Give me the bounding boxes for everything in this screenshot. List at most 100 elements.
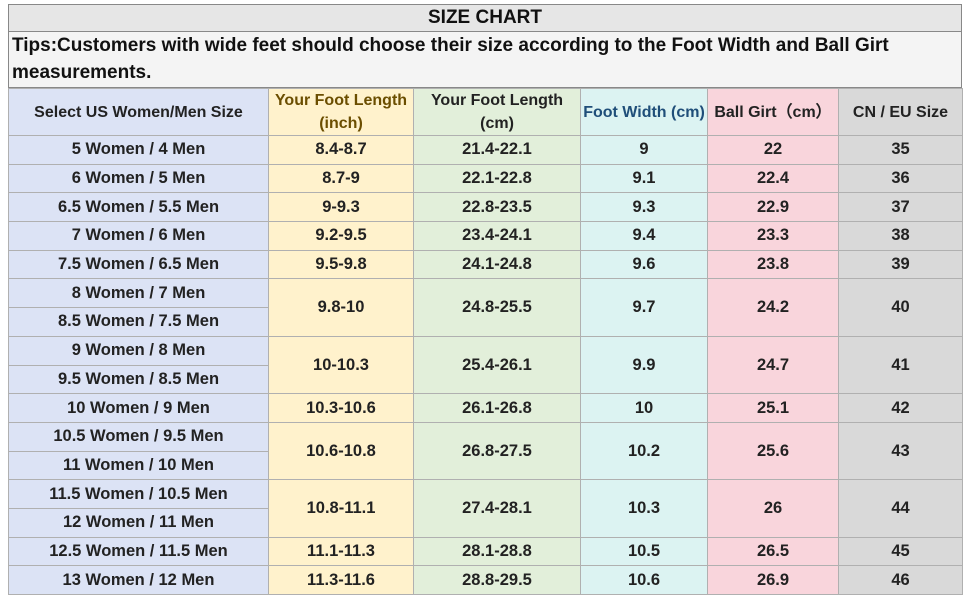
measure-cell: 9.1 — [580, 163, 708, 194]
measure-cell: 25.1 — [707, 393, 839, 423]
measure-cell: 22.9 — [707, 192, 839, 223]
measure-cell: 37 — [838, 192, 963, 223]
measure-cell: 28.1-28.8 — [413, 536, 581, 567]
size-cell: 8 Women / 7 Men — [8, 278, 269, 309]
size-cell: 11.5 Women / 10.5 Men — [8, 479, 269, 509]
measure-cell: 24.1-24.8 — [413, 249, 581, 280]
measure-cell: 24.2 — [707, 278, 839, 337]
measure-cell: 22.4 — [707, 163, 839, 194]
measure-cell: 36 — [838, 163, 963, 194]
measure-cell: 10.2 — [580, 421, 708, 481]
size-cell: 10 Women / 9 Men — [8, 393, 269, 423]
measure-cell: 24.7 — [707, 335, 839, 395]
measure-cell: 9.6 — [580, 249, 708, 280]
measure-cell: 23.4-24.1 — [413, 221, 581, 251]
measure-cell: 25.6 — [707, 421, 839, 481]
column-header: Your Foot Length (inch) — [268, 88, 414, 136]
measure-cell: 26.5 — [707, 536, 839, 567]
measure-cell: 9 — [580, 135, 708, 165]
size-cell: 6.5 Women / 5.5 Men — [8, 192, 269, 223]
measure-cell: 45 — [838, 536, 963, 567]
measure-cell: 10.8-11.1 — [268, 479, 414, 538]
measure-cell: 10.6 — [580, 565, 708, 595]
size-cell: 7 Women / 6 Men — [8, 221, 269, 251]
size-cell: 9.5 Women / 8.5 Men — [8, 364, 269, 395]
table-row: 10.5 Women / 9.5 Men 10.6-10.8 26.8-27.5 10… — [8, 421, 963, 481]
measure-cell: 44 — [838, 479, 963, 538]
table-row: 11.5 Women / 10.5 Men 10.8-11.1 27.4-28.1 1… — [8, 479, 963, 538]
measure-cell: 8.7-9 — [268, 163, 414, 194]
table-row: 9 Women / 8 Men 10-10.3 25.4-26.1 9.9 24.7 41 — [8, 335, 963, 395]
measure-cell: 26.9 — [707, 565, 839, 595]
measure-cell: 10.3-10.6 — [268, 393, 414, 423]
measure-cell: 10.3 — [580, 479, 708, 538]
size-cell: 8.5 Women / 7.5 Men — [8, 307, 269, 337]
measure-cell: 11.3-11.6 — [268, 565, 414, 595]
table-row: 7 Women / 6 Men 9.2-9.5 23.4-24.1 9.4 23.3 38 — [8, 221, 963, 251]
table-row: 13 Women / 12 Men 11.3-11.6 28.8-29.5 10.6 2… — [8, 565, 963, 595]
table-row: 9.5 Women / 8.5 Men — [8, 364, 963, 395]
measure-cell: 9.2-9.5 — [268, 221, 414, 251]
measure-cell: 40 — [838, 278, 963, 337]
table-row: 10 Women / 9 Men 10.3-10.6 26.1-26.8 10 25.1… — [8, 393, 963, 423]
measure-cell: 23.8 — [707, 249, 839, 280]
size-cell: 7.5 Women / 6.5 Men — [8, 249, 269, 280]
column-header: Ball Girt（cm） — [707, 88, 839, 136]
column-header: Your Foot Length (cm) — [413, 88, 581, 136]
measure-cell: 10.6-10.8 — [268, 421, 414, 481]
measure-cell: 10 — [580, 393, 708, 423]
measure-cell: 38 — [838, 221, 963, 251]
size-cell: 6 Women / 5 Men — [8, 163, 269, 194]
measure-cell: 9.4 — [580, 221, 708, 251]
size-cell: 11 Women / 10 Men — [8, 450, 269, 481]
measure-cell: 26.1-26.8 — [413, 393, 581, 423]
measure-cell: 27.4-28.1 — [413, 479, 581, 538]
measure-cell: 22.8-23.5 — [413, 192, 581, 223]
table-row: 7.5 Women / 6.5 Men 9.5-9.8 24.1-24.8 9.6 23… — [8, 249, 963, 280]
title: SIZE CHART — [8, 4, 962, 32]
size-cell: 10.5 Women / 9.5 Men — [8, 421, 269, 452]
measure-cell: 22.1-22.8 — [413, 163, 581, 194]
size-cell: 12 Women / 11 Men — [8, 507, 269, 538]
measure-cell: 26.8-27.5 — [413, 421, 581, 481]
table-row: 6.5 Women / 5.5 Men 9-9.3 22.8-23.5 9.3 22.9… — [8, 192, 963, 223]
measure-cell: 9.9 — [580, 335, 708, 395]
measure-cell: 25.4-26.1 — [413, 335, 581, 395]
measure-cell: 23.3 — [707, 221, 839, 251]
measure-cell: 9.8-10 — [268, 278, 414, 337]
measure-cell: 10.5 — [580, 536, 708, 567]
size-cell: 13 Women / 12 Men — [8, 565, 269, 595]
size-chart: SIZE CHART Tips:Customers with wide feet… — [8, 4, 963, 595]
measure-cell: 11.1-11.3 — [268, 536, 414, 567]
measure-cell: 42 — [838, 393, 963, 423]
measure-cell: 10-10.3 — [268, 335, 414, 395]
tips: Tips:Customers with wide feet should cho… — [8, 32, 962, 88]
measure-cell: 22 — [707, 135, 839, 165]
measure-cell: 46 — [838, 565, 963, 595]
measure-cell: 24.8-25.5 — [413, 278, 581, 337]
column-header: Select US Women/Men Size — [8, 88, 269, 136]
measure-cell: 39 — [838, 249, 963, 280]
column-header: CN / EU Size — [838, 88, 963, 136]
size-cell: 5 Women / 4 Men — [8, 135, 269, 165]
measure-cell: 26 — [707, 479, 839, 538]
size-cell: 12.5 Women / 11.5 Men — [8, 536, 269, 567]
measure-cell: 9-9.3 — [268, 192, 414, 223]
measure-cell: 8.4-8.7 — [268, 135, 414, 165]
table-row: 8 Women / 7 Men 9.8-10 24.8-25.5 9.7 24.2 40 — [8, 278, 963, 337]
measure-cell: 9.5-9.8 — [268, 249, 414, 280]
table-row: 12.5 Women / 11.5 Men 11.1-11.3 28.1-28.8 1… — [8, 536, 963, 567]
table-body: 5 Women / 4 Men 8.4-8.7 21.4-22.1 9 22 35 6 Wo… — [8, 135, 963, 595]
table-row: 5 Women / 4 Men 8.4-8.7 21.4-22.1 9 22 35 — [8, 135, 963, 165]
measure-cell: 28.8-29.5 — [413, 565, 581, 595]
column-header: Foot Width (cm) — [580, 88, 708, 136]
size-table: Select US Women/Men Size Your Foot Length… — [8, 88, 963, 595]
measure-cell: 9.7 — [580, 278, 708, 337]
header-row: Select US Women/Men Size Your Foot Length… — [8, 88, 963, 136]
table-row: 8.5 Women / 7.5 Men — [8, 307, 963, 337]
measure-cell: 41 — [838, 335, 963, 395]
measure-cell: 21.4-22.1 — [413, 135, 581, 165]
measure-cell: 9.3 — [580, 192, 708, 223]
table-row: 12 Women / 11 Men — [8, 507, 963, 538]
